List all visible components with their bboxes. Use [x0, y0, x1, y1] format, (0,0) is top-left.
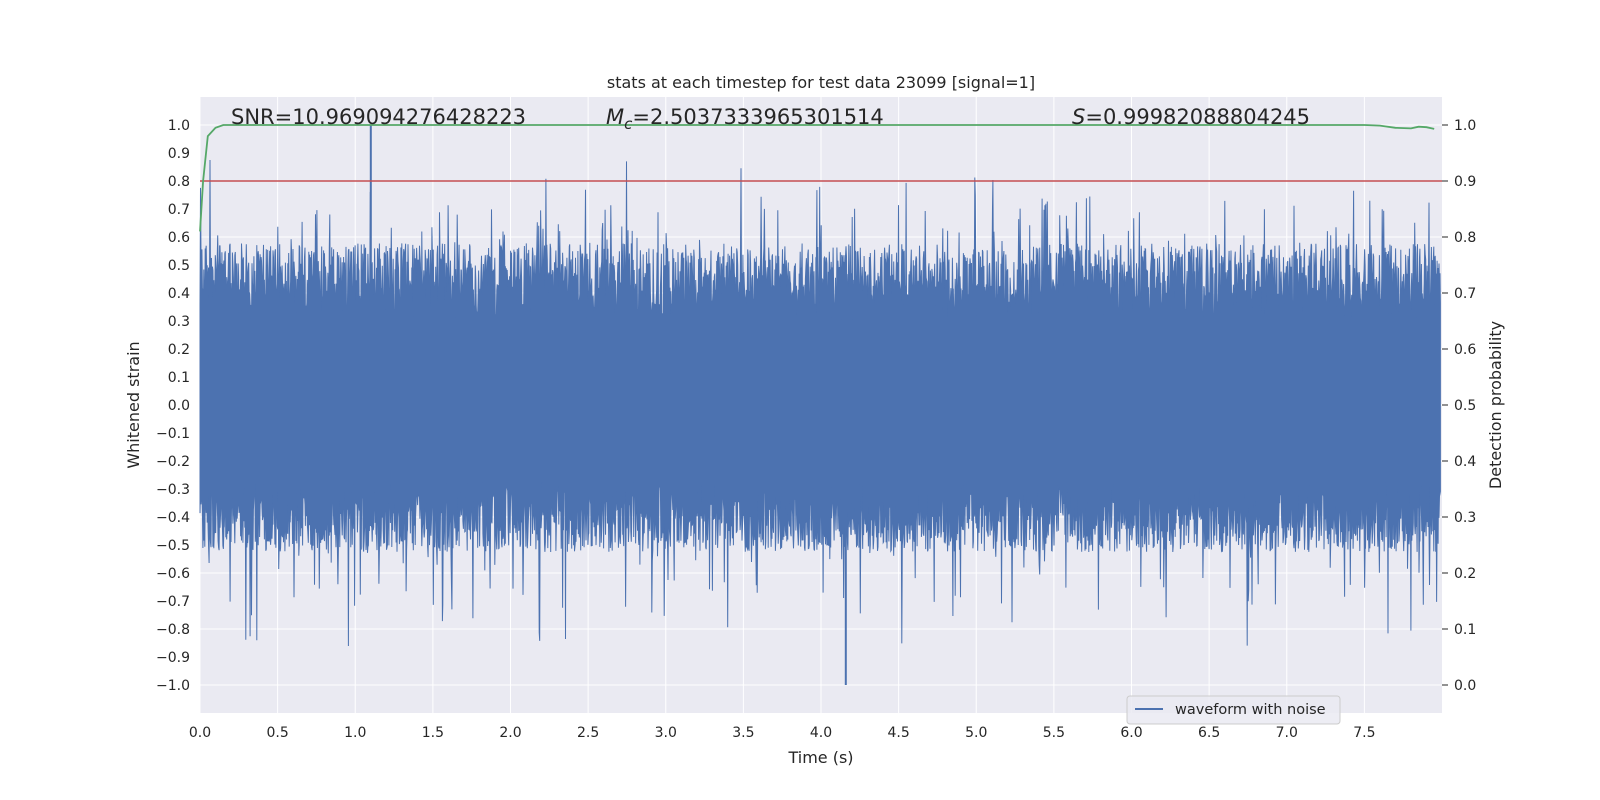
- y-tick-label: −0.2: [156, 454, 190, 470]
- x-tick-label: 3.5: [732, 725, 754, 741]
- y-tick-label: 0.3: [168, 314, 190, 330]
- y-tick-label: 0.0: [168, 398, 190, 414]
- y2-tick-label: 0.1: [1454, 622, 1476, 638]
- chart-title: stats at each timestep for test data 230…: [607, 73, 1035, 92]
- x-tick-label: 5.5: [1043, 725, 1065, 741]
- s-annotation: S=0.99982088804245: [1072, 105, 1310, 129]
- y2-tick-label: 0.9: [1454, 174, 1476, 190]
- y-tick-label: 0.4: [168, 286, 190, 302]
- legend-label: waveform with noise: [1175, 702, 1326, 718]
- y-tick-label: −0.8: [156, 622, 190, 638]
- x-tick-label: 1.5: [422, 725, 444, 741]
- legend-box: [1126, 695, 1341, 725]
- x-tick-label: 4.5: [887, 725, 909, 741]
- x-tick-label: 1.0: [344, 725, 366, 741]
- x-tick-label: 3.0: [655, 725, 677, 741]
- y2-tick-label: 0.3: [1454, 510, 1476, 526]
- strain-series: [199, 125, 1441, 685]
- y-tick-label: −1.0: [156, 678, 190, 694]
- y-tick-label: 1.0: [168, 118, 190, 134]
- x-tick-label: 7.0: [1276, 725, 1298, 741]
- overlay-series: [199, 124, 1442, 232]
- chirp-mass-value: =2.5037333965301514: [632, 105, 883, 129]
- y-axis-ticks: 1.0 0.9 0.8 0.7 0.6 0.5 0.4 0.3 0.2 0.1 0.0 −0.1 −0.…: [156, 118, 190, 694]
- y2-tick-label: 0.0: [1454, 678, 1476, 694]
- x-tick-label: 5.0: [965, 725, 987, 741]
- y-tick-label: −0.1: [156, 426, 190, 442]
- legend: waveform with noise: [1126, 695, 1341, 725]
- s-symbol: S: [1072, 105, 1085, 129]
- chirp-mass-subscript: c: [624, 115, 633, 133]
- x-tick-label: 0.5: [266, 725, 288, 741]
- y2-tick-label: 0.2: [1454, 566, 1476, 582]
- x-tick-label: 2.5: [577, 725, 599, 741]
- x-tick-label: 4.0: [810, 725, 832, 741]
- y-tick-label: −0.4: [156, 510, 190, 526]
- y2-axis-label: Detection probability: [1486, 321, 1505, 489]
- y-tick-label: 0.5: [168, 258, 190, 274]
- y-tick-label: 0.1: [168, 370, 190, 386]
- x-tick-label: 0.0: [189, 725, 211, 741]
- y-tick-label: 0.8: [168, 174, 190, 190]
- strain-body: [199, 159, 1441, 647]
- y-tick-label: 0.9: [168, 146, 190, 162]
- x-tick-label: 6.5: [1198, 725, 1220, 741]
- x-tick-label: 6.0: [1120, 725, 1142, 741]
- y2-tick-label: 1.0: [1454, 118, 1476, 134]
- y2-tick-label: 0.8: [1454, 230, 1476, 246]
- y-tick-label: −0.7: [156, 594, 190, 610]
- y2-axis-ticks: 1.0 0.9 0.8 0.7 0.6 0.5 0.4 0.3 0.2 0.1 0.0: [1442, 118, 1476, 694]
- x-axis-ticks: 0.0 0.5 1.0 1.5 2.0 2.5 3.0 3.5 4.0 4.5 5.0 5.5 6.0 6…: [189, 725, 1376, 741]
- x-axis-label: Time (s): [787, 748, 853, 767]
- chirp-mass-symbol: M: [606, 105, 624, 129]
- x-tick-label: 7.5: [1353, 725, 1375, 741]
- y-axis-label: Whitened strain: [124, 341, 143, 468]
- y2-tick-label: 0.5: [1454, 398, 1476, 414]
- x-tick-label: 2.0: [499, 725, 521, 741]
- y-tick-label: −0.3: [156, 482, 190, 498]
- y2-tick-label: 0.7: [1454, 286, 1476, 302]
- y-tick-label: −0.6: [156, 566, 190, 582]
- y-tick-label: 0.2: [168, 342, 190, 358]
- y-tick-label: −0.5: [156, 538, 190, 554]
- detection-probability-line: [199, 124, 1435, 232]
- y-tick-label: 0.7: [168, 202, 190, 218]
- chirp-mass-annotation: Mc=2.5037333965301514: [606, 105, 884, 133]
- y-tick-label: 0.6: [168, 230, 190, 246]
- snr-annotation: SNR=10.969094276428223: [231, 105, 526, 129]
- s-value: =0.99982088804245: [1085, 105, 1310, 129]
- strain-extreme-spikes: [369, 125, 847, 685]
- y-tick-label: −0.9: [156, 650, 190, 666]
- y2-tick-label: 0.6: [1454, 342, 1476, 358]
- y2-tick-label: 0.4: [1454, 454, 1476, 470]
